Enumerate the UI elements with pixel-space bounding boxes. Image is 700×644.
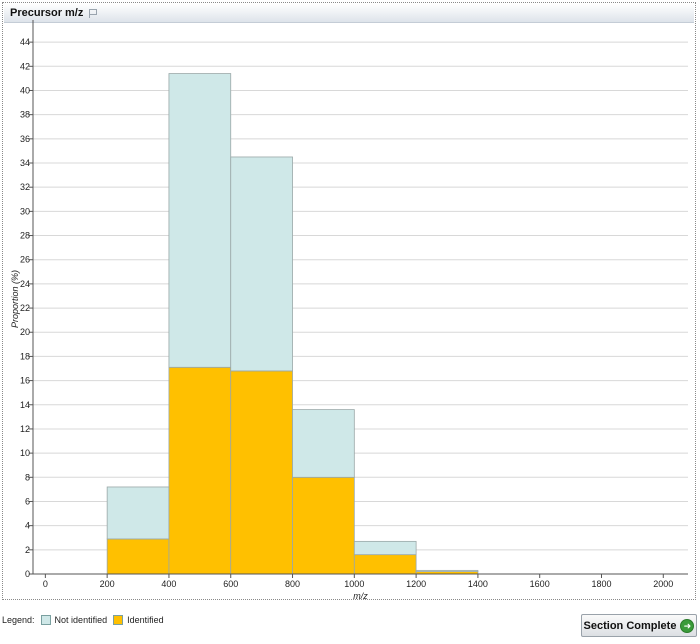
- y-tick-label: 24: [20, 279, 30, 289]
- y-tick-label: 18: [20, 351, 30, 361]
- y-tick-label: 30: [20, 206, 30, 216]
- legend-item-not-identified: Not identified: [54, 615, 108, 625]
- y-axis-label: Proportion (%): [10, 270, 20, 328]
- y-tick-label: 28: [20, 231, 30, 241]
- bar-identified: [292, 476, 355, 575]
- bar-identified: [106, 538, 170, 575]
- legend: Legend: Not identified Identified: [2, 615, 164, 625]
- arrow-right-icon: ➜: [680, 618, 695, 633]
- x-tick-label: 2000: [653, 579, 673, 589]
- y-tick-label: 2: [25, 545, 30, 555]
- bar-not-identified: [292, 409, 355, 478]
- bar-identified: [168, 366, 232, 575]
- flag-icon[interactable]: [89, 9, 98, 18]
- bar-identified: [230, 370, 293, 575]
- y-tick-label: 10: [20, 448, 30, 458]
- y-tick-label: 32: [20, 182, 30, 192]
- panel-title: Precursor m/z: [10, 7, 84, 19]
- y-tick-label: 34: [20, 158, 30, 168]
- bar-identified: [353, 554, 417, 575]
- bar-not-identified: [230, 156, 293, 372]
- x-tick-label: 800: [285, 579, 300, 589]
- y-tick-label: 20: [20, 327, 30, 337]
- legend-swatch-not-identified: [40, 615, 51, 625]
- x-tick-label: 1000: [344, 579, 364, 589]
- y-tick-label: 44: [20, 37, 30, 47]
- x-tick-label: 200: [100, 579, 115, 589]
- section-complete-label: Section Complete: [583, 619, 677, 632]
- y-tick-label: 42: [20, 61, 30, 71]
- y-tick-label: 8: [25, 472, 30, 482]
- y-tick-label: 40: [20, 85, 30, 95]
- y-tick-label: 38: [20, 110, 30, 120]
- y-tick-label: 26: [20, 255, 30, 265]
- histogram-chart: 0246810121416182022242628303234363840424…: [10, 20, 688, 601]
- y-tick-label: 12: [20, 424, 30, 434]
- legend-swatch-identified: [113, 615, 124, 625]
- legend-item-identified: Identified: [127, 615, 164, 625]
- y-tick-label: 0: [25, 569, 30, 579]
- x-tick-label: 0: [43, 579, 48, 589]
- y-tick-label: 14: [20, 400, 30, 410]
- legend-label: Legend:: [2, 615, 35, 625]
- y-tick-label: 4: [25, 521, 30, 531]
- x-tick-label: 400: [161, 579, 176, 589]
- bar-not-identified: [353, 540, 417, 556]
- section-complete-button[interactable]: Section Complete ➜: [581, 614, 697, 637]
- bar-not-identified: [168, 73, 232, 368]
- bar-not-identified: [106, 486, 170, 540]
- y-tick-label: 6: [25, 496, 30, 506]
- bar-not-identified: [415, 569, 479, 572]
- y-tick-label: 16: [20, 376, 30, 386]
- panel-header: Precursor m/z: [4, 4, 694, 23]
- x-axis-label: m/z: [353, 591, 368, 601]
- x-tick-label: 1400: [468, 579, 488, 589]
- y-tick-label: 36: [20, 134, 30, 144]
- x-tick-label: 600: [223, 579, 238, 589]
- x-tick-label: 1200: [406, 579, 426, 589]
- x-tick-label: 1800: [591, 579, 611, 589]
- y-tick-label: 22: [20, 303, 30, 313]
- x-tick-label: 1600: [530, 579, 550, 589]
